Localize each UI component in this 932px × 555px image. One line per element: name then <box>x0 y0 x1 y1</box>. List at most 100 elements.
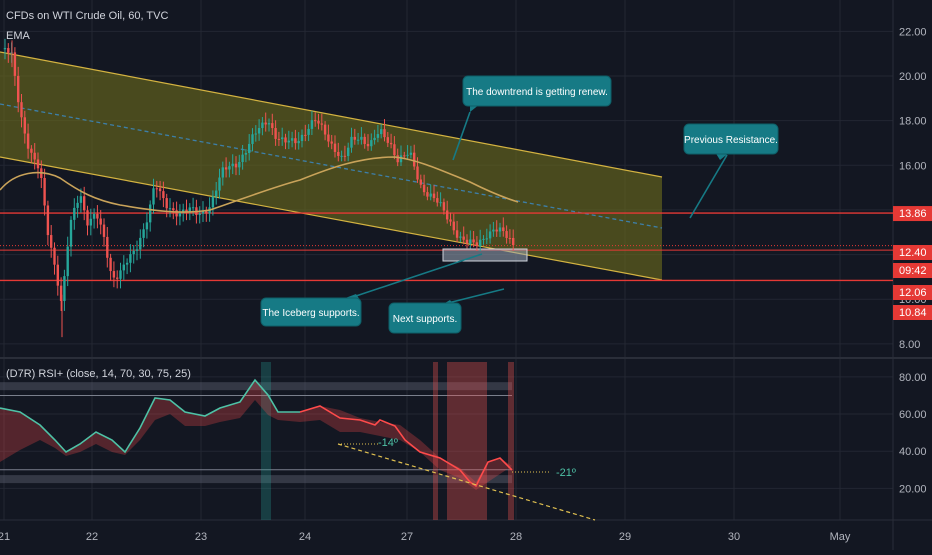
candle-body-115 <box>383 129 386 138</box>
candle-body-5 <box>20 102 23 118</box>
candle-body-17 <box>59 285 63 301</box>
candle-body-102 <box>340 155 343 157</box>
candle-body-135 <box>449 219 452 222</box>
candle-body-69 <box>231 163 234 167</box>
candle-body-150 <box>498 227 502 232</box>
candle-body-46 <box>155 188 158 190</box>
candle-body-32 <box>109 257 112 272</box>
candle-body-76 <box>254 133 257 135</box>
candle-body-81 <box>271 123 274 129</box>
candle-body-50 <box>168 208 172 210</box>
price-tick-4: 16.00 <box>899 160 927 172</box>
price-tick-5: 18.00 <box>899 116 927 128</box>
ema-indicator-label: EMA <box>6 30 30 42</box>
candle-body-87 <box>290 138 294 141</box>
candle-body-106 <box>353 136 356 140</box>
candles-layer <box>3 38 515 338</box>
candle-body-72 <box>241 154 244 163</box>
candle-body-134 <box>446 210 449 220</box>
rsi-tick-1: 40.00 <box>899 446 927 458</box>
price-tick-6: 20.00 <box>899 71 927 83</box>
candle-body-126 <box>419 179 422 185</box>
candle-body-108 <box>360 136 363 140</box>
time-tick-3: 24 <box>299 531 311 543</box>
price-tag-0: 13.86 <box>899 208 927 220</box>
candle-body-152 <box>505 231 508 238</box>
candle-body-84 <box>281 137 284 140</box>
candle-body-83 <box>277 138 281 140</box>
candle-body-98 <box>327 134 330 142</box>
candle-body-56 <box>188 207 191 212</box>
rsi-highlight-green <box>261 362 271 520</box>
candle-body-133 <box>442 202 446 211</box>
price-tag-3: 12.06 <box>899 287 927 299</box>
candle-body-64 <box>215 190 218 197</box>
price-tag-4: 10.84 <box>899 307 927 319</box>
candle-body-59 <box>198 213 201 215</box>
candle-body-82 <box>274 128 277 139</box>
candle-body-23 <box>79 196 83 203</box>
rsi-highlight-red-2 <box>447 362 487 520</box>
ema-line <box>0 156 519 213</box>
candle-body-29 <box>99 218 102 225</box>
candle-body-25 <box>86 210 89 226</box>
candle-body-118 <box>393 144 396 156</box>
candle-body-112 <box>373 137 376 141</box>
candle-body-61 <box>205 210 208 214</box>
candle-body-147 <box>488 231 492 239</box>
candle-body-18 <box>63 276 66 301</box>
candle-body-96 <box>320 123 323 125</box>
rsi-angle-label-2: -21º <box>556 467 576 479</box>
candle-body-44 <box>149 204 152 223</box>
rsi-tick-2: 60.00 <box>899 409 927 421</box>
candle-body-70 <box>234 163 238 168</box>
iceberg-support-box <box>442 248 528 262</box>
candle-body-119 <box>396 155 399 163</box>
candle-body-141 <box>469 239 472 244</box>
candle-body-93 <box>310 120 314 129</box>
candle-body-75 <box>251 134 254 144</box>
candle-body-49 <box>165 198 168 209</box>
candle-body-68 <box>228 166 231 170</box>
candle-body-65 <box>218 177 221 191</box>
candle-body-35 <box>119 270 122 279</box>
candle-body-123 <box>409 152 413 155</box>
time-tick-6: 29 <box>619 531 631 543</box>
candle-body-10 <box>36 159 40 169</box>
candle-body-149 <box>495 229 498 232</box>
candle-body-137 <box>455 230 459 238</box>
candle-body-1 <box>7 48 10 53</box>
candle-body-41 <box>139 237 142 250</box>
callout-downtrend-text: The downtrend is getting renew. <box>466 87 608 98</box>
candle-body-42 <box>142 229 145 238</box>
price-tag-bg-3 <box>893 285 932 300</box>
candle-body-22 <box>76 202 79 208</box>
candle-body-57 <box>191 207 195 209</box>
price-tag-2: 09:42 <box>899 265 927 277</box>
candle-body-14 <box>50 235 53 248</box>
candle-body-78 <box>261 122 264 129</box>
candle-body-7 <box>26 133 30 149</box>
channel-mid-line <box>0 103 663 229</box>
candle-body-103 <box>343 155 347 157</box>
candle-body-53 <box>178 212 182 217</box>
candle-body-105 <box>350 136 353 148</box>
candle-body-73 <box>244 152 248 155</box>
candle-body-77 <box>257 128 261 134</box>
candle-body-100 <box>333 143 337 152</box>
channel-upper-line <box>0 51 663 178</box>
candle-body-101 <box>337 151 340 156</box>
rsi-tick-0: 20.00 <box>899 483 927 495</box>
price-tag-bg-1 <box>893 245 932 260</box>
candle-body-110 <box>366 143 370 147</box>
candle-body-30 <box>102 224 106 237</box>
candle-body-139 <box>462 236 465 240</box>
price-tag-bg-2 <box>893 263 932 278</box>
rsi-angle-label-1: -14º <box>378 437 398 449</box>
candle-body-107 <box>356 139 360 141</box>
candle-body-89 <box>297 141 300 144</box>
candle-body-117 <box>389 142 393 145</box>
